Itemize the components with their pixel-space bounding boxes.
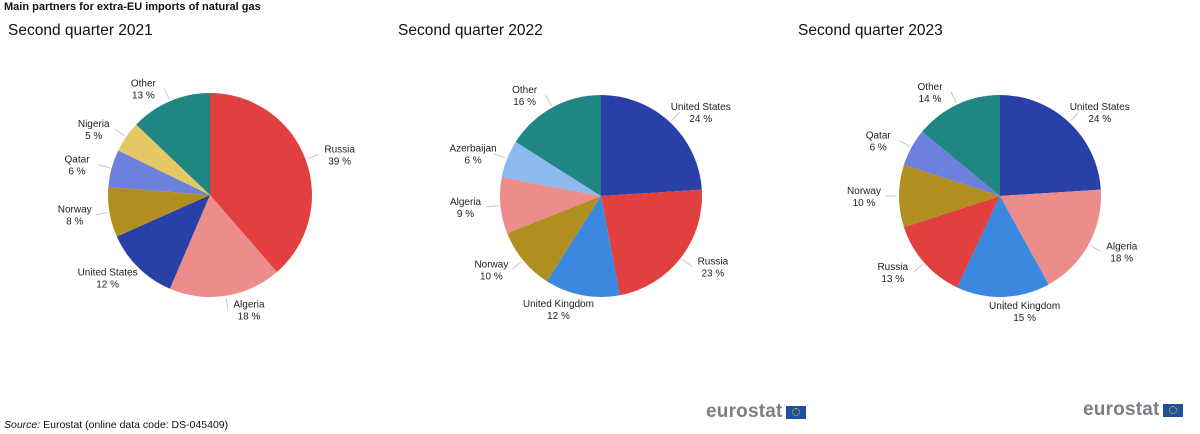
pie-slice-algeria bbox=[169, 195, 277, 297]
slice-label-united-kingdom: United Kingdom 12 % bbox=[523, 299, 594, 322]
slice-label-other: Other 14 % bbox=[918, 82, 944, 105]
pie-slice-qatar bbox=[903, 131, 1000, 196]
pie-slice-united-states bbox=[1000, 94, 1101, 196]
pie-slice-united-kingdom bbox=[546, 196, 620, 297]
slice-label-other: Other 13 % bbox=[131, 78, 157, 101]
pie-slice-united-states bbox=[601, 94, 702, 196]
pie-slice-russia bbox=[210, 93, 313, 272]
pie-slice-qatar bbox=[108, 150, 210, 195]
label-connector bbox=[95, 212, 108, 216]
slice-label-russia: Russia 23 % bbox=[698, 256, 729, 279]
source-text: Eurostat (online data code: DS-045409) bbox=[43, 419, 229, 431]
slice-label-united-states: United States 24 % bbox=[1070, 102, 1130, 125]
label-connector bbox=[579, 297, 583, 310]
label-connector bbox=[545, 95, 552, 106]
eu-flag-icon bbox=[1162, 403, 1183, 417]
label-connector bbox=[128, 268, 138, 278]
label-connector bbox=[512, 261, 522, 270]
label-connector bbox=[114, 128, 125, 137]
slice-label-united-states: United States 24 % bbox=[671, 102, 731, 125]
pie-slice-norway bbox=[899, 164, 1000, 228]
slice-label-norway: Norway 10 % bbox=[474, 259, 508, 282]
pie-slice-nigeria bbox=[118, 124, 210, 195]
eurostat-logo-text: eurostat bbox=[1083, 399, 1160, 420]
pie-slice-norway bbox=[108, 187, 210, 237]
pie-slice-other bbox=[136, 93, 210, 195]
figure-title: Main partners for extra-EU imports of na… bbox=[4, 1, 261, 13]
pie-slice-algeria bbox=[1000, 189, 1101, 285]
slice-label-russia: Russia 39 % bbox=[324, 144, 355, 167]
label-connector bbox=[682, 258, 693, 267]
pie-slice-russia bbox=[903, 196, 1000, 288]
slice-label-algeria: Algeria 9 % bbox=[450, 197, 482, 220]
label-connector bbox=[163, 88, 170, 100]
label-connector bbox=[1090, 245, 1101, 252]
chart-title-2021: Second quarter 2021 bbox=[8, 22, 153, 39]
source-label: Source: bbox=[4, 419, 41, 431]
slice-label-norway: Norway 8 % bbox=[58, 205, 92, 228]
slice-label-azerbaijan: Azerbaijan 6 % bbox=[449, 144, 496, 167]
pie-slice-norway bbox=[507, 196, 601, 282]
slice-label-united-states: United States 12 % bbox=[78, 268, 138, 291]
pie-slice-azerbaijan bbox=[501, 141, 601, 196]
pie-slice-united-states bbox=[116, 195, 210, 289]
eurostat-logo-text: eurostat bbox=[706, 401, 783, 422]
slice-label-russia: Russia 13 % bbox=[877, 262, 908, 285]
label-connector bbox=[225, 297, 229, 310]
label-connector bbox=[1070, 111, 1080, 122]
pie-slice-other bbox=[515, 95, 601, 196]
label-connector bbox=[950, 91, 957, 103]
slice-label-qatar: Qatar 6 % bbox=[866, 131, 892, 154]
slice-label-norway: Norway 10 % bbox=[847, 186, 881, 209]
slice-label-qatar: Qatar 6 % bbox=[65, 155, 91, 178]
slice-label-united-kingdom: United Kingdom 15 % bbox=[989, 301, 1060, 324]
slice-label-algeria: Algeria 18 % bbox=[233, 300, 265, 323]
slice-label-other: Other 16 % bbox=[512, 85, 538, 108]
label-connector bbox=[671, 111, 681, 122]
pie-slice-other bbox=[922, 95, 1000, 196]
label-connector bbox=[913, 263, 924, 273]
pie-slice-algeria bbox=[500, 177, 601, 234]
source-note: Source: Eurostat (online data code: DS-0… bbox=[4, 419, 228, 431]
chart-title-2023: Second quarter 2023 bbox=[798, 22, 943, 39]
eu-flag-icon bbox=[785, 405, 806, 419]
slice-label-nigeria: Nigeria 5 % bbox=[78, 119, 110, 142]
label-connector bbox=[97, 164, 110, 169]
label-connector bbox=[486, 205, 499, 208]
pie-slice-united-kingdom bbox=[956, 196, 1049, 298]
eurostat-logo-2: eurostat bbox=[1083, 399, 1183, 420]
label-connector bbox=[307, 154, 319, 159]
slice-label-algeria: Algeria 18 % bbox=[1106, 241, 1138, 264]
eurostat-logo-1: eurostat bbox=[706, 401, 806, 422]
label-connector bbox=[493, 153, 506, 159]
chart-title-2022: Second quarter 2022 bbox=[398, 22, 543, 39]
label-connector bbox=[899, 140, 910, 147]
pie-slice-russia bbox=[601, 189, 702, 296]
